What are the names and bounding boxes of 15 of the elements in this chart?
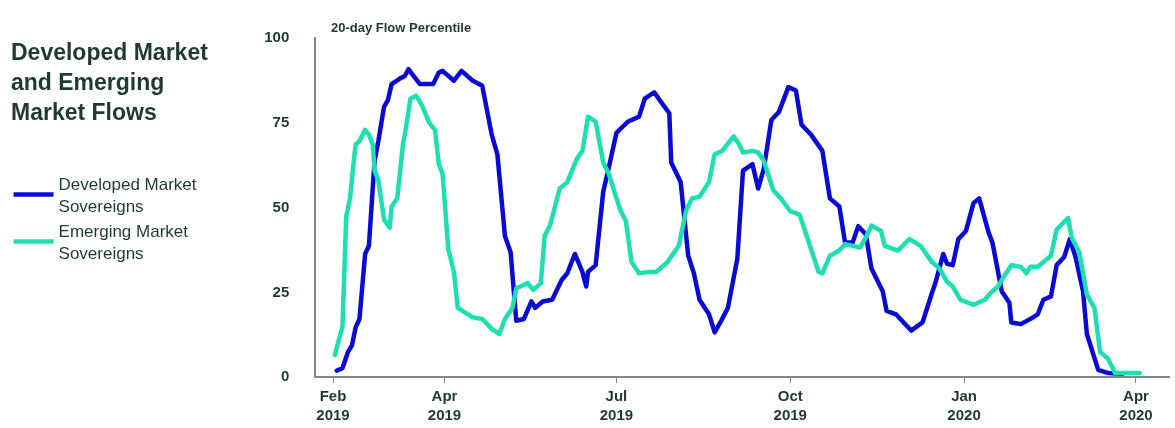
y-tick-label: 0 [280,367,290,385]
x-tick-label: Oct 2019 [773,386,807,424]
x-tick-label: Apr 2020 [1119,386,1153,424]
legend-label: Emerging Market Sovereigns [58,222,189,264]
text: Developed Market and Emerging Market Flows [11,39,209,125]
y-tick-label: 50 [272,197,290,215]
x-tick-label: Feb 2019 [316,386,350,424]
y-tick-label: 25 [272,282,290,300]
x-tick-label: Apr 2019 [427,386,462,424]
y-tick-label: 100 [264,28,290,46]
y-axis-title: 20-day Flow Percentile [331,20,472,35]
y-tick-label: 75 [272,113,290,130]
legend-label: Developed Market Sovereigns [58,175,197,217]
x-tick-label: Jan 2020 [947,386,981,424]
x-tick-label: Jul 2019 [599,386,634,424]
